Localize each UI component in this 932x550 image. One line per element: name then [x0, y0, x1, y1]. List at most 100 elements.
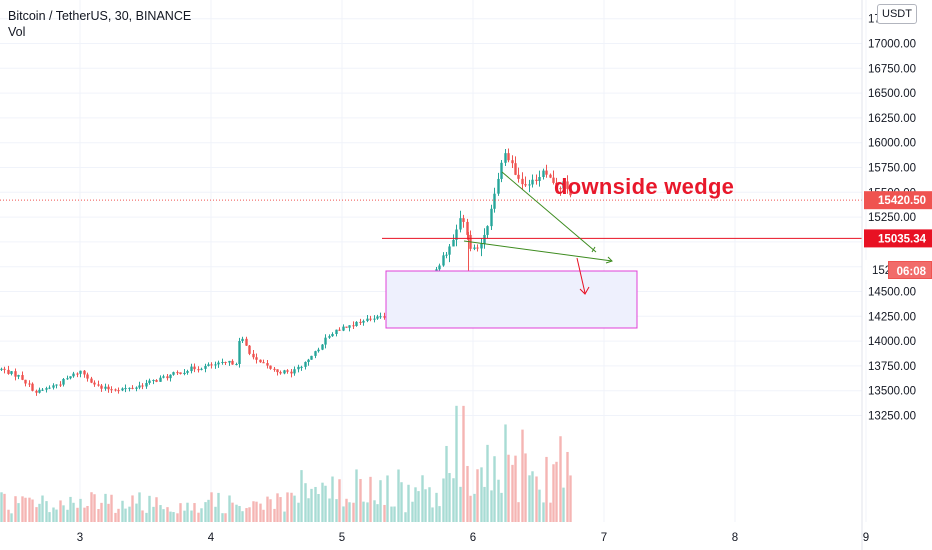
volume-bar [379, 480, 382, 522]
chart-drawings [0, 171, 862, 329]
volume-bar [342, 506, 345, 522]
candle-body [35, 390, 38, 393]
candle-body [535, 179, 538, 181]
volume-bar [166, 507, 169, 522]
volume-bar [483, 486, 486, 522]
price-tick-label: 14250.00 [868, 311, 916, 323]
candle-body [366, 318, 369, 321]
candle-body [197, 369, 200, 371]
volume-bar [45, 501, 48, 522]
volume-bar [476, 469, 479, 522]
wedge-arrowhead [591, 246, 596, 253]
volume-bar [397, 469, 400, 522]
volume-bar [386, 475, 389, 522]
volume-bar [335, 499, 338, 522]
candle-body [269, 365, 272, 369]
volume-bar [214, 506, 217, 522]
candle-body [293, 369, 296, 374]
candle-body [79, 370, 82, 374]
volume-bar [221, 513, 224, 522]
volume-bar [428, 487, 431, 522]
volume-bar [321, 482, 324, 522]
candle-body [549, 174, 552, 178]
volume-bar [362, 501, 365, 522]
wedge-lower-trendline [463, 240, 613, 262]
volume-bar [435, 492, 438, 522]
candle-body [483, 234, 486, 244]
volume-bar [549, 502, 552, 522]
volume-bar [69, 496, 72, 522]
candle-body [38, 389, 41, 393]
candle-body [562, 181, 565, 189]
volume-bar [197, 512, 200, 522]
candle-body [124, 388, 127, 390]
volume-bar [121, 500, 124, 522]
candle-body [90, 378, 93, 383]
price-tick-label: 17000.00 [868, 39, 916, 51]
time-axis[interactable]: 3 4 5 6 7 8 9 [77, 532, 869, 544]
candle-body [193, 366, 196, 370]
volume-bar [366, 502, 369, 522]
candle-body [528, 184, 531, 186]
price-tick-label: 15750.00 [868, 163, 916, 175]
volume-bar [307, 498, 310, 522]
candle-body [369, 318, 372, 320]
candle-body [517, 174, 520, 179]
volume-indicator-label[interactable]: Vol [8, 25, 26, 39]
volume-bar [100, 502, 103, 522]
candle-body [328, 336, 331, 338]
price-tick-label: 14500.00 [868, 287, 916, 299]
down-arrow-shaft [576, 257, 586, 294]
candle-body [335, 329, 338, 334]
volume-bar [255, 501, 258, 522]
volume-bar [569, 475, 572, 522]
volume-bar [41, 495, 44, 522]
volume-bar [404, 512, 407, 522]
volume-bar [414, 487, 417, 522]
candle-body [521, 178, 524, 185]
candle-body [514, 163, 517, 175]
candle-body [148, 380, 151, 383]
candle-body [0, 368, 3, 370]
volume-bar [555, 461, 558, 522]
volume-bar [359, 479, 362, 522]
candle-body [359, 321, 362, 323]
partial-price-tick: 152 [872, 265, 891, 277]
candle-body [283, 370, 286, 374]
volume-bar [31, 499, 34, 522]
volume-bars [0, 405, 572, 522]
volume-bar [55, 509, 58, 522]
price-tick-label: 13250.00 [868, 411, 916, 423]
candle-body [324, 337, 327, 345]
volume-bar [390, 506, 393, 522]
candle-body [207, 364, 210, 366]
candle-body [545, 170, 548, 175]
currency-button[interactable]: USDT [877, 4, 917, 24]
wedge-upper-trendline [501, 171, 597, 253]
candle-body [438, 265, 441, 270]
candle-body [241, 338, 244, 342]
candle-body [155, 380, 158, 382]
candle-body [507, 153, 510, 161]
volume-bar [373, 500, 376, 522]
volume-bar [300, 470, 303, 522]
volume-bar [17, 503, 20, 522]
candle-body [442, 255, 445, 266]
volume-bar [72, 502, 75, 522]
candle-body [121, 388, 124, 391]
candle-body [14, 371, 17, 377]
volume-bar [552, 464, 555, 522]
candle-body [86, 374, 89, 379]
symbol-title[interactable]: Bitcoin / TetherUS, 30, BINANCE [8, 9, 192, 23]
down-arrow-head [579, 286, 590, 295]
volume-bar [376, 504, 379, 522]
candle-body [383, 316, 386, 318]
volume-bar [21, 496, 24, 522]
volume-bar [486, 444, 489, 522]
volume-bar [52, 507, 55, 522]
volume-bar [169, 511, 172, 522]
volume-bar [207, 499, 210, 522]
volume-bar [297, 502, 300, 522]
countdown-inner [889, 262, 931, 278]
